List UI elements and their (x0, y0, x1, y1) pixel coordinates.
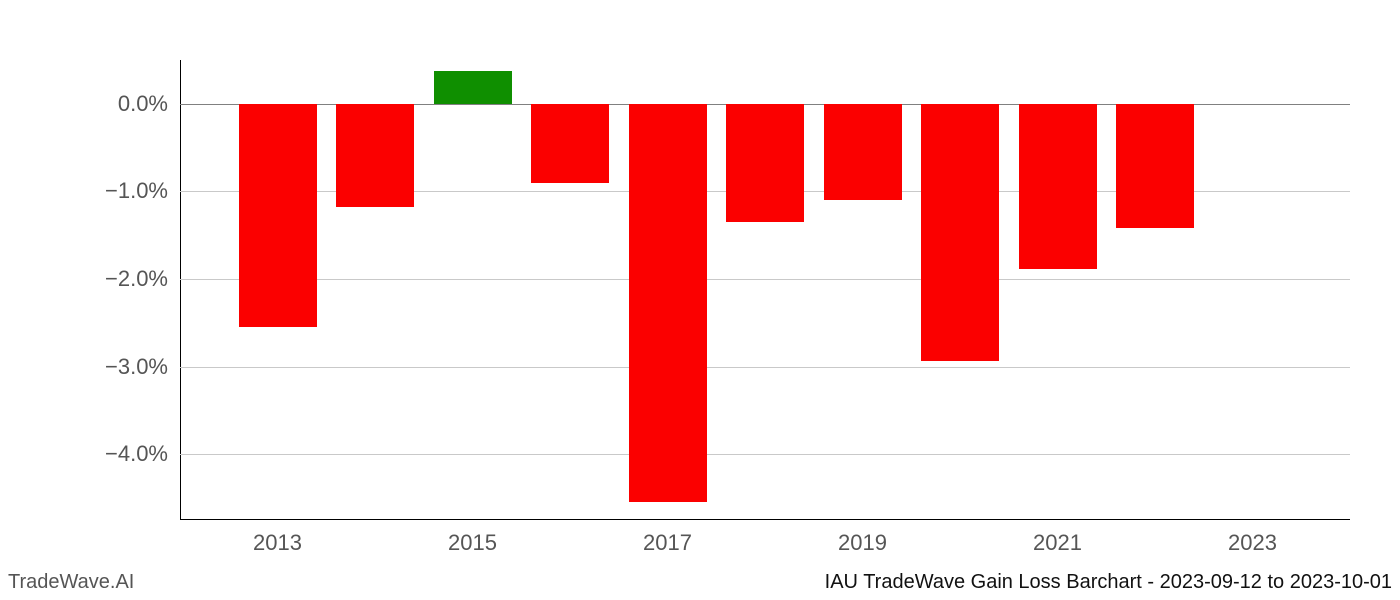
y-tick-label: −2.0% (105, 266, 168, 292)
x-tick-label: 2013 (253, 530, 302, 556)
bar (726, 104, 804, 222)
bar (434, 71, 512, 104)
bar (336, 104, 414, 207)
footer-left-brand: TradeWave.AI (8, 571, 134, 594)
y-tick-label: −3.0% (105, 354, 168, 380)
x-tick-label: 2017 (643, 530, 692, 556)
x-tick-label: 2021 (1033, 530, 1082, 556)
x-tick-label: 2023 (1228, 530, 1277, 556)
gain-loss-barchart: 0.0% −1.0% −2.0% −3.0% −4.0% 2013 2015 2017 2019… (0, 0, 1400, 600)
y-tick-label: 0.0% (118, 91, 168, 117)
x-axis-spine (180, 519, 1350, 520)
footer-right-caption: IAU TradeWave Gain Loss Barchart - 2023-… (825, 571, 1392, 594)
plot-area: 0.0%−1.0%−2.0%−3.0%−4.0%2013201520172019… (180, 60, 1350, 520)
bar (1019, 104, 1097, 269)
bar (1116, 104, 1194, 228)
bar (531, 104, 609, 183)
y-axis-spine (180, 60, 181, 520)
bar (629, 104, 707, 503)
bar (824, 104, 902, 200)
bar (239, 104, 317, 327)
gridline-y (180, 279, 1350, 280)
y-tick-label: −1.0% (105, 178, 168, 204)
bar (921, 104, 999, 361)
x-tick-label: 2015 (448, 530, 497, 556)
gridline-y (180, 367, 1350, 368)
gridline-y (180, 454, 1350, 455)
y-tick-label: −4.0% (105, 441, 168, 467)
x-tick-label: 2019 (838, 530, 887, 556)
